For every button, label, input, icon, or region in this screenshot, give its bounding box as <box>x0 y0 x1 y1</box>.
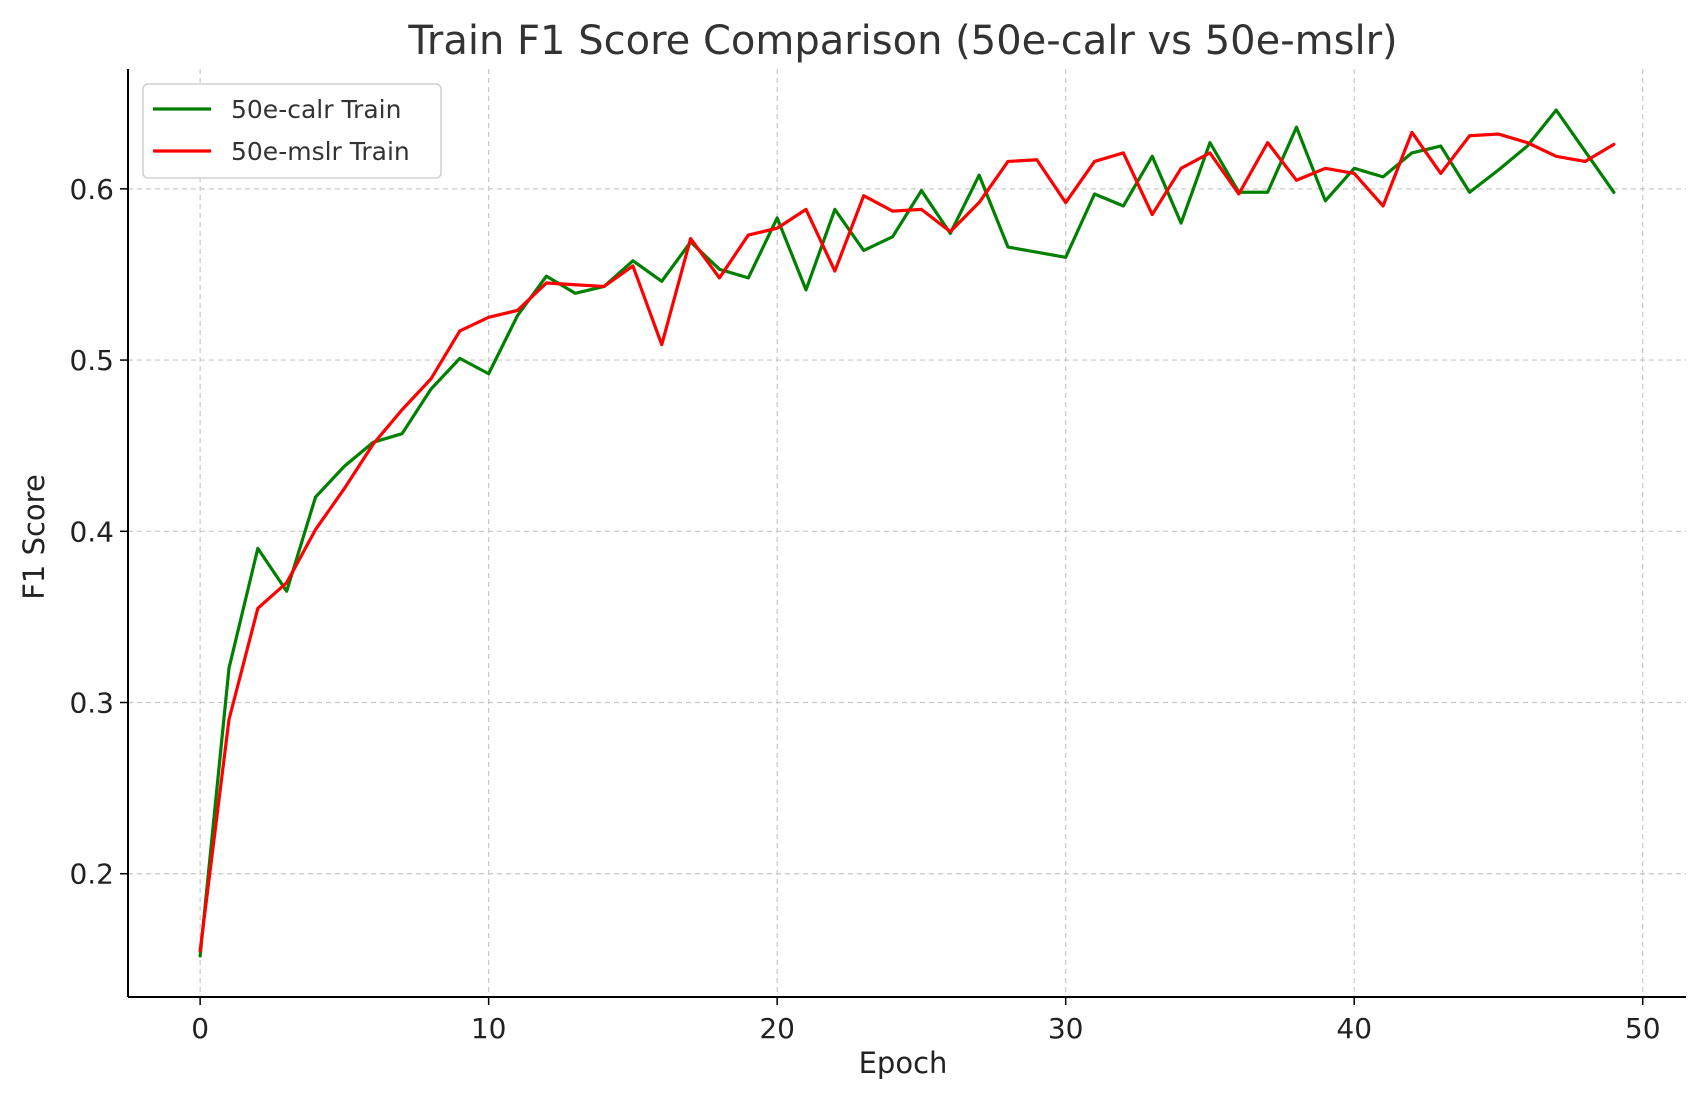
x-tick-label: 20 <box>759 1012 795 1045</box>
y-axis-label: F1 Score <box>17 474 51 600</box>
legend-label-0: 50e-calr Train <box>231 95 401 124</box>
chart-title: Train F1 Score Comparison (50e-calr vs 5… <box>407 18 1397 64</box>
y-tick-label: 0.2 <box>69 858 114 891</box>
y-tick-label: 0.6 <box>69 173 114 206</box>
series-line-0 <box>198 108 1616 958</box>
series-lines <box>198 108 1616 958</box>
series-line-1 <box>198 130 1616 953</box>
y-axis-ticks: 0.2 0.3 0.4 0.5 0.6 <box>69 173 128 891</box>
grid <box>128 69 1686 997</box>
x-tick-label: 50 <box>1625 1012 1661 1045</box>
x-tick-label: 10 <box>471 1012 507 1045</box>
axes-spines <box>127 69 1686 998</box>
x-tick-label: 40 <box>1336 1012 1372 1045</box>
y-tick-label: 0.5 <box>69 344 114 377</box>
legend-label-1: 50e-mslr Train <box>231 137 410 166</box>
x-tick-label: 30 <box>1048 1012 1084 1045</box>
legend: 50e-calr Train 50e-mslr Train <box>142 83 442 179</box>
legend-box <box>142 83 442 179</box>
x-axis-label: Epoch <box>859 1046 948 1080</box>
y-tick-label: 0.3 <box>69 687 114 720</box>
x-axis-ticks: 0 10 20 30 40 50 <box>191 997 1661 1045</box>
x-tick-label: 0 <box>191 1012 209 1045</box>
y-tick-label: 0.4 <box>69 515 114 548</box>
